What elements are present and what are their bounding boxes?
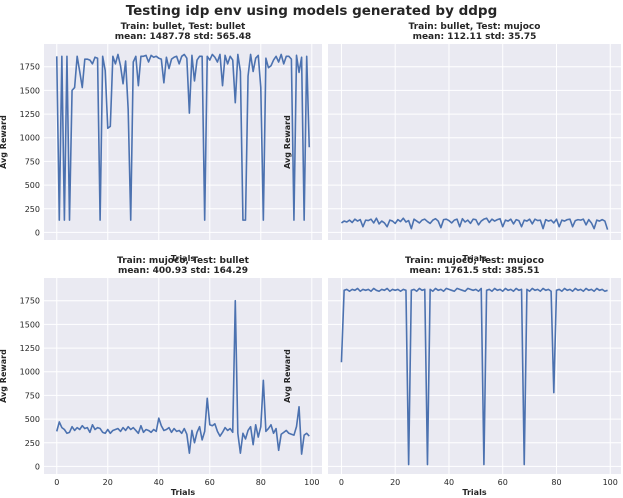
plot-area (44, 278, 322, 474)
plot-area (328, 278, 621, 474)
y-tick-label: 1000 (20, 368, 40, 377)
chart-panel-4: 0 20 40 60 80 100 Train: mujoco, Test: mujocom… (283, 256, 621, 497)
y-axis-label: Avg Reward (0, 115, 8, 169)
series-line (55, 53, 311, 221)
x-tick-label: 80 (256, 478, 266, 487)
x-axis-label: Trials (462, 254, 486, 263)
plot-area (44, 44, 322, 240)
y-tick-label: 0 (35, 462, 40, 471)
series-line (340, 217, 609, 230)
panel-subtitle: mean: 1761.5 std: 385.51 (409, 266, 539, 276)
x-tick-label: 0 (339, 478, 344, 487)
x-tick-label: 80 (551, 478, 561, 487)
x-tick-label: 100 (603, 478, 618, 487)
x-axis-label: Trials (171, 254, 195, 263)
x-tick-label: 60 (205, 478, 215, 487)
y-tick-label: 500 (25, 415, 40, 424)
y-tick-label: 250 (25, 205, 40, 214)
y-tick-label: 1750 (20, 63, 40, 72)
panel-title: Train: mujoco, Test: mujoco (405, 256, 544, 266)
chart-panel-1: 0 250 500 750 1000 1250 1500 1750 Train: bullet,… (0, 22, 322, 263)
y-tick-label: 0 (35, 228, 40, 237)
y-axis-label: Avg Reward (283, 115, 292, 169)
y-tick-label: 1250 (20, 110, 40, 119)
x-tick-label: 40 (444, 478, 454, 487)
chart-panel-3: 0 20 40 60 80 10002505007501000125015001750Tr… (0, 256, 322, 497)
plot-area (328, 44, 621, 240)
panel-title: Train: mujoco, Test: bullet (117, 256, 250, 266)
y-axis-label: Avg Reward (283, 349, 292, 403)
x-tick-label: 40 (154, 478, 164, 487)
series-line (55, 299, 310, 455)
series-line (340, 287, 608, 466)
panel-subtitle: mean: 400.93 std: 164.29 (118, 266, 248, 276)
x-axis-label: Trials (462, 488, 486, 497)
x-tick-label: 20 (103, 478, 113, 487)
x-tick-label: 60 (498, 478, 508, 487)
y-tick-label: 1500 (20, 86, 40, 95)
panel-title: Train: bullet, Test: mujoco (409, 22, 541, 32)
x-tick-label: 100 (304, 478, 319, 487)
y-tick-label: 1000 (20, 134, 40, 143)
y-axis-label: Avg Reward (0, 349, 8, 403)
panel-subtitle: mean: 112.11 std: 35.75 (413, 32, 537, 42)
x-tick-label: 20 (390, 478, 400, 487)
y-tick-label: 500 (25, 181, 40, 190)
y-tick-label: 1750 (20, 297, 40, 306)
figure-title: Testing idp env using models generated b… (126, 3, 498, 19)
panel-title: Train: bullet, Test: bullet (121, 22, 246, 32)
x-axis-label: Trials (171, 488, 195, 497)
y-tick-label: 750 (25, 157, 40, 166)
panel-subtitle: mean: 1487.78 std: 565.48 (115, 32, 251, 42)
y-tick-label: 1250 (20, 344, 40, 353)
y-tick-label: 250 (25, 439, 40, 448)
x-tick-label: 0 (54, 478, 59, 487)
y-tick-label: 750 (25, 391, 40, 400)
y-tick-label: 1500 (20, 320, 40, 329)
